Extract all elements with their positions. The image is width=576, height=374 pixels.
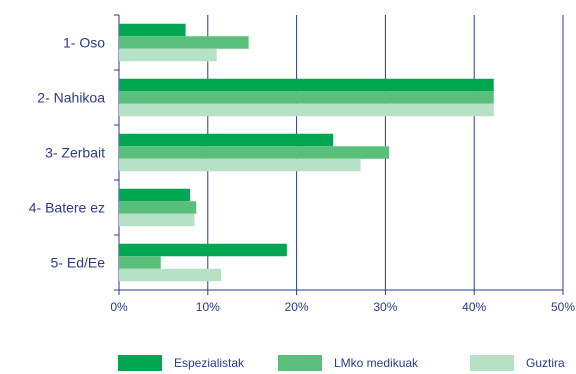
legend-item-lmko-medikuak: LMko medikuak (278, 352, 418, 374)
bar-espezialistak-1 (119, 23, 186, 37)
bar-guztira-2 (119, 103, 494, 117)
category-label: 1- Oso (63, 35, 105, 51)
legend: Espezialistak LMko medikuak Guztira (0, 352, 576, 374)
x-tick-label: 10% (196, 300, 220, 314)
category-label: 2- Nahikoa (37, 90, 105, 106)
legend-item-guztira: Guztira (470, 352, 565, 374)
category-label: 3- Zerbait (45, 145, 105, 161)
bar-espezialistak-3 (119, 133, 334, 147)
x-tick-label: 40% (462, 300, 486, 314)
category-label: 4- Batere ez (29, 200, 105, 216)
legend-label-lmko-medikuak: LMko medikuak (334, 356, 419, 370)
bar-guztira-3 (119, 158, 361, 172)
category-label: 5- Ed/Ee (51, 255, 106, 271)
bar-guztira-1 (119, 48, 217, 62)
x-tick-label: 30% (373, 300, 397, 314)
legend-label-espezialistak: Espezialistak (174, 356, 245, 370)
bar-lmko-medikuak-1 (119, 36, 249, 49)
bar-espezialistak-4 (119, 188, 191, 202)
legend-swatch-guztira (470, 355, 514, 371)
x-tick-label: 0% (110, 300, 128, 314)
legend-label-guztira: Guztira (526, 356, 565, 370)
bar-guztira-4 (119, 213, 195, 227)
bar-lmko-medikuak-2 (119, 91, 494, 104)
bar-guztira-5 (119, 268, 222, 282)
x-tick-label: 20% (285, 300, 309, 314)
bar-lmko-medikuak-5 (119, 256, 161, 269)
bar-espezialistak-2 (119, 78, 494, 92)
legend-swatch-espezialistak (118, 355, 162, 371)
bar-lmko-medikuak-4 (119, 201, 197, 214)
legend-item-espezialistak: Espezialistak (118, 352, 244, 374)
bar-lmko-medikuak-3 (119, 146, 389, 159)
bar-chart: 0% 10% 20% 30% 40% 50% 1- Oso 2- Nahikoa 3- Zerb… (29, 14, 575, 314)
legend-swatch-lmko-medikuak (278, 355, 322, 371)
x-tick-label: 50% (551, 300, 575, 314)
bar-espezialistak-5 (119, 243, 287, 257)
